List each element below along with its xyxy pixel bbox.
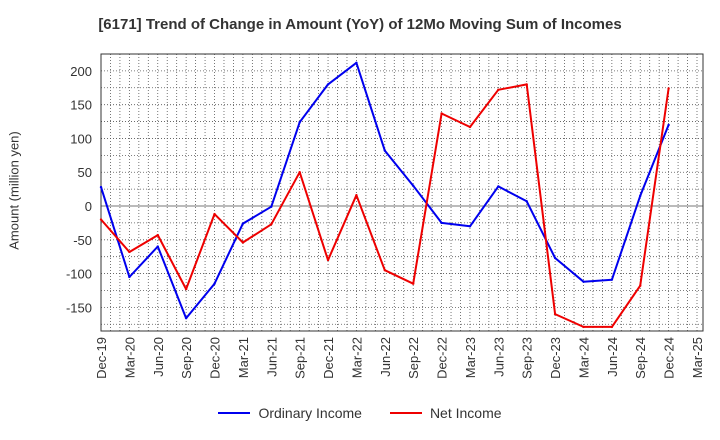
data-point-ordinary-income <box>411 184 415 187</box>
data-point-ordinary-income <box>298 121 301 124</box>
data-point-ordinary-income <box>667 123 670 127</box>
data-point-ordinary-income <box>213 282 216 285</box>
data-point-ordinary-income <box>241 222 245 225</box>
data-point-ordinary-income <box>639 194 642 198</box>
data-point-net-income <box>326 258 330 262</box>
x-tick-label: Mar-22 <box>349 337 364 378</box>
data-point-ordinary-income <box>525 200 528 203</box>
data-point-net-income <box>184 287 188 291</box>
data-point-net-income <box>99 218 103 221</box>
x-tick-label: Mar-23 <box>463 337 478 378</box>
data-point-net-income <box>355 194 358 197</box>
y-tick-label: -150 <box>66 300 92 315</box>
data-point-net-income <box>270 223 273 226</box>
x-tick-label: Sep-21 <box>293 337 308 379</box>
x-tick-label: Mar-20 <box>122 337 137 378</box>
data-point-ordinary-income <box>497 185 500 188</box>
x-axis-ticks: Dec-19 Mar-20 Jun-20 Sep-20 Dec-20 Mar-21 Jun-… <box>94 337 705 379</box>
legend-label-net-income: Net Income <box>429 405 502 421</box>
data-point-ordinary-income <box>184 316 188 320</box>
legend-swatch-net-income <box>389 412 422 414</box>
data-point-net-income <box>156 233 159 237</box>
x-tick-label: Jun-23 <box>491 337 506 377</box>
x-tick-label: Dec-22 <box>435 337 450 379</box>
data-point-ordinary-income <box>156 245 159 248</box>
data-point-net-income <box>667 87 670 90</box>
y-tick-label: -100 <box>66 267 92 282</box>
data-point-net-income <box>128 250 131 254</box>
legend-item-net-income: Net Income <box>389 405 502 421</box>
series-net-income <box>99 83 670 329</box>
plot-frame <box>100 53 704 332</box>
y-tick-label: 100 <box>70 131 92 146</box>
grid-lines <box>100 54 703 331</box>
x-tick-label: Dec-20 <box>208 337 223 379</box>
series-layer <box>99 61 670 329</box>
data-point-ordinary-income <box>610 278 614 281</box>
data-point-ordinary-income <box>355 61 358 64</box>
legend: Ordinary Income Net Income <box>0 405 720 421</box>
data-point-net-income <box>582 325 585 329</box>
x-tick-label: Mar-25 <box>690 337 705 378</box>
data-point-net-income <box>468 125 472 129</box>
x-tick-label: Sep-22 <box>406 337 421 379</box>
data-point-net-income <box>298 171 301 174</box>
data-point-ordinary-income <box>553 256 557 260</box>
y-tick-label: 50 <box>78 165 92 180</box>
x-tick-label: Dec-23 <box>548 337 563 379</box>
legend-swatch-ordinary-income <box>218 412 251 414</box>
series-ordinary-income <box>99 61 670 320</box>
x-tick-label: Sep-20 <box>179 337 194 379</box>
data-point-ordinary-income <box>326 83 330 86</box>
data-point-net-income <box>213 212 216 216</box>
x-tick-label: Mar-21 <box>236 337 251 378</box>
x-tick-label: Jun-21 <box>264 337 279 377</box>
data-point-net-income <box>525 83 528 86</box>
y-tick-label: -50 <box>73 233 92 248</box>
data-point-net-income <box>383 268 387 272</box>
y-axis-ticks: 200 150 100 50 0 -50 -100 -150 <box>66 64 92 315</box>
data-point-net-income <box>411 282 415 285</box>
x-tick-label: Jun-20 <box>151 337 166 377</box>
y-tick-label: 0 <box>85 199 92 214</box>
x-tick-label: Sep-24 <box>633 337 648 379</box>
x-tick-label: Dec-24 <box>662 337 677 379</box>
data-point-ordinary-income <box>99 185 103 189</box>
legend-item-ordinary-income: Ordinary Income <box>218 405 362 421</box>
x-tick-label: Dec-21 <box>321 337 336 379</box>
data-point-net-income <box>497 88 500 92</box>
data-point-ordinary-income <box>468 225 472 228</box>
data-point-net-income <box>440 112 443 115</box>
data-point-ordinary-income <box>128 275 131 279</box>
data-point-ordinary-income <box>383 149 387 152</box>
data-point-ordinary-income <box>440 221 443 225</box>
legend-label-ordinary-income: Ordinary Income <box>258 405 362 421</box>
data-point-net-income <box>241 241 245 244</box>
chart-title: [6171] Trend of Change in Amount (YoY) o… <box>98 16 622 33</box>
x-tick-label: Mar-24 <box>576 337 591 378</box>
x-tick-label: Jun-24 <box>605 337 620 377</box>
data-point-net-income <box>610 325 614 329</box>
y-tick-label: 200 <box>70 64 92 79</box>
x-tick-label: Dec-19 <box>94 337 109 379</box>
y-tick-label: 150 <box>70 98 92 113</box>
data-point-ordinary-income <box>582 280 585 283</box>
x-tick-label: Sep-23 <box>520 337 535 379</box>
data-point-net-income <box>639 284 642 287</box>
data-point-ordinary-income <box>270 205 273 208</box>
data-point-net-income <box>553 312 557 316</box>
x-tick-label: Jun-22 <box>378 337 393 377</box>
